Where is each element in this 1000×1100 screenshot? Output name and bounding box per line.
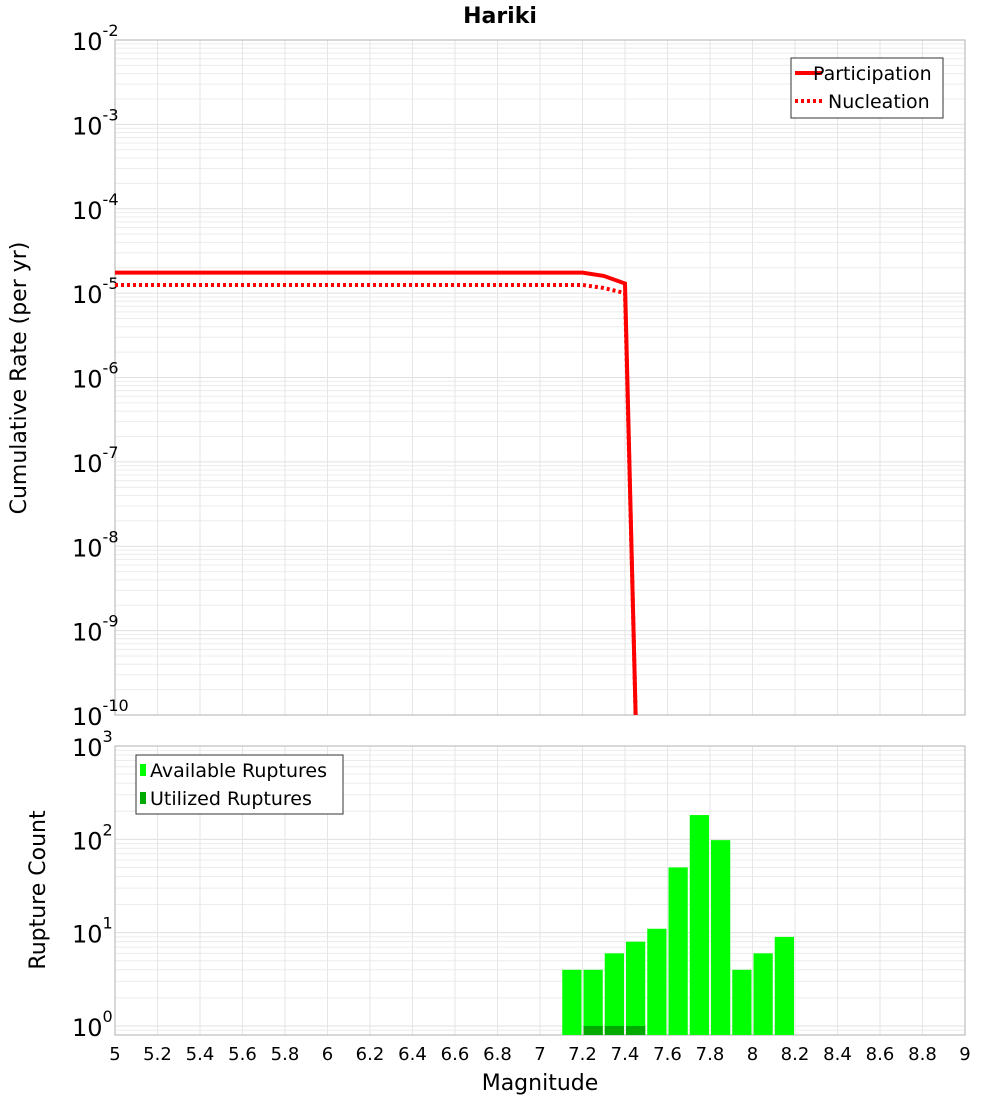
y-tick-label: 101 [72, 914, 113, 949]
x-axis-label: Magnitude [482, 1071, 599, 1096]
x-tick-label: 8.4 [823, 1044, 852, 1065]
x-tick-label: 9 [959, 1044, 970, 1065]
bar [562, 969, 582, 1035]
legend-swatch [140, 764, 146, 776]
legend-box [135, 754, 344, 815]
bar [753, 953, 773, 1035]
y-tick-label: 100 [72, 1007, 113, 1042]
series-line-nucleation [115, 282, 638, 716]
bar [668, 867, 688, 1035]
y-axis-label: Cumulative Rate (per yr) [7, 242, 32, 515]
y-tick-label: 10-6 [72, 359, 119, 394]
legend-label: Available Ruptures [150, 760, 327, 782]
x-tick-label: 8 [747, 1044, 758, 1065]
bar [647, 928, 667, 1035]
bar [626, 1025, 646, 1035]
y-tick-label: 10-10 [72, 696, 129, 731]
x-tick-label: 7 [534, 1044, 545, 1065]
x-tick-label: 7.6 [653, 1044, 682, 1065]
legend-box [790, 57, 944, 119]
bar [774, 936, 794, 1035]
legend-label: Utilized Ruptures [150, 788, 312, 810]
x-tick-label: 8.6 [866, 1044, 895, 1065]
bar [626, 941, 646, 1035]
x-tick-label: 8.8 [908, 1044, 937, 1065]
x-tick-label: 7.8 [696, 1044, 725, 1065]
bar [583, 1025, 603, 1035]
x-tick-label: 6 [322, 1044, 333, 1065]
bar [583, 969, 603, 1035]
x-tick-label: 7.4 [611, 1044, 640, 1065]
x-tick-label: 6.6 [441, 1044, 470, 1065]
x-tick-label: 7.2 [568, 1044, 597, 1065]
plot-border [114, 39, 966, 716]
bar [732, 969, 752, 1035]
y-tick-label: 10-5 [72, 274, 119, 309]
chart-title: Hariki [463, 4, 537, 29]
x-tick-label: 5 [109, 1044, 120, 1065]
x-tick-label: 6.2 [356, 1044, 385, 1065]
bar [604, 1025, 624, 1035]
y-axis-label: Rupture Count [26, 810, 51, 970]
bar [604, 953, 624, 1035]
x-tick-label: 8.2 [781, 1044, 810, 1065]
x-tick-label: 5.8 [271, 1044, 300, 1065]
y-tick-label: 10-3 [72, 105, 119, 140]
y-tick-label: 10-9 [72, 612, 119, 647]
y-tick-label: 10-4 [72, 190, 119, 225]
legend-label: Participation [813, 63, 932, 85]
x-tick-label: 6.8 [483, 1044, 512, 1065]
legend-swatch [140, 792, 146, 804]
series-line-participation [115, 270, 638, 716]
bar [711, 840, 731, 1035]
x-tick-label: 5.6 [228, 1044, 257, 1065]
x-tick-label: 6.4 [398, 1044, 427, 1065]
y-tick-label: 102 [72, 820, 113, 855]
x-tick-label: 5.4 [186, 1044, 215, 1065]
plot-border [114, 745, 966, 1036]
bar [689, 815, 709, 1035]
y-tick-label: 10-7 [72, 443, 119, 478]
y-tick-label: 10-2 [72, 21, 119, 56]
y-tick-label: 10-8 [72, 527, 119, 562]
y-tick-label: 103 [72, 727, 113, 762]
legend-label: Nucleation [828, 91, 930, 113]
x-tick-label: 5.2 [143, 1044, 172, 1065]
